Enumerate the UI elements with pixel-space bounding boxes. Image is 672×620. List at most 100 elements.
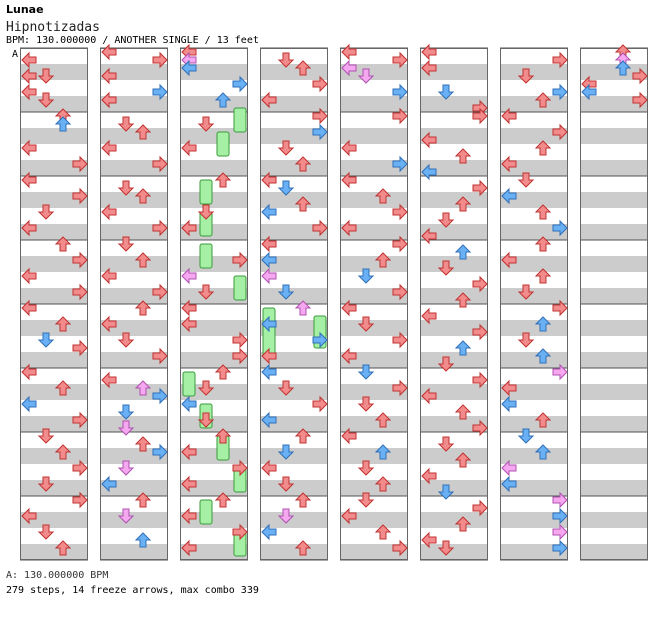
up-arrow-note <box>134 532 152 548</box>
right-arrow-note <box>552 507 568 525</box>
right-arrow-note <box>152 155 168 173</box>
beat-band <box>340 224 408 240</box>
left-arrow-note <box>341 427 357 445</box>
beat-band <box>20 544 88 560</box>
left-arrow-note <box>261 315 277 333</box>
down-arrow-note <box>437 436 455 452</box>
chart-column <box>20 47 88 561</box>
down-arrow-note <box>517 284 535 300</box>
up-arrow-note <box>294 300 312 316</box>
left-arrow-note <box>101 475 117 493</box>
beat-band <box>500 416 568 432</box>
beat-band <box>260 448 328 464</box>
down-arrow-note <box>117 116 135 132</box>
up-arrow-note <box>374 444 392 460</box>
beat-band <box>180 288 248 304</box>
left-arrow-note <box>21 395 37 413</box>
beat-band <box>100 160 168 176</box>
right-arrow-note <box>72 155 88 173</box>
up-arrow-note <box>454 196 472 212</box>
beat-band <box>180 192 248 208</box>
left-arrow-note <box>421 163 437 181</box>
beat-band <box>180 224 248 240</box>
left-arrow-note <box>101 91 117 109</box>
right-arrow-note <box>392 331 408 349</box>
up-arrow-note <box>214 364 232 380</box>
beat-band <box>260 320 328 336</box>
beat-band <box>580 128 648 144</box>
chart-column <box>340 47 408 561</box>
beat-band <box>100 128 168 144</box>
down-arrow-note <box>117 420 135 436</box>
left-arrow-note <box>101 371 117 389</box>
song-title: Hipnotizadas <box>6 20 100 35</box>
left-arrow-note <box>261 171 277 189</box>
right-arrow-note <box>472 275 488 293</box>
left-arrow-note <box>101 267 117 285</box>
beat-band <box>580 64 648 80</box>
beat-band <box>580 256 648 272</box>
right-arrow-note <box>232 459 248 477</box>
beat-band <box>340 128 408 144</box>
right-arrow-note <box>232 331 248 349</box>
left-arrow-note <box>21 267 37 285</box>
beat-band <box>420 320 488 336</box>
beat-band <box>180 320 248 336</box>
beat-band <box>420 352 488 368</box>
right-arrow-note <box>552 299 568 317</box>
beat-band <box>100 512 168 528</box>
up-arrow-note <box>454 340 472 356</box>
left-arrow-note <box>421 387 437 405</box>
beat-band <box>420 64 488 80</box>
right-arrow-note <box>392 51 408 69</box>
beat-band <box>260 384 328 400</box>
column-border <box>420 48 488 560</box>
down-arrow-note <box>277 508 295 524</box>
beat-band <box>500 480 568 496</box>
down-arrow-note <box>357 68 375 84</box>
left-arrow-note <box>181 299 197 317</box>
beat-band <box>20 416 88 432</box>
beat-band <box>420 256 488 272</box>
beat-band <box>100 384 168 400</box>
up-arrow-note <box>294 156 312 172</box>
up-arrow-note <box>54 380 72 396</box>
up-arrow-note <box>294 196 312 212</box>
right-arrow-note <box>552 523 568 541</box>
up-arrow-note <box>134 380 152 396</box>
beat-band <box>340 288 408 304</box>
right-arrow-note <box>392 83 408 101</box>
right-arrow-note <box>152 83 168 101</box>
right-arrow-note <box>72 491 88 509</box>
left-arrow-note <box>181 443 197 461</box>
beat-band <box>420 192 488 208</box>
beat-band <box>260 544 328 560</box>
beat-band <box>580 224 648 240</box>
column-border <box>20 48 88 560</box>
left-arrow-note <box>181 59 197 77</box>
down-arrow-note <box>117 236 135 252</box>
beat-band <box>420 288 488 304</box>
right-arrow-note <box>152 219 168 237</box>
down-arrow-note <box>277 52 295 68</box>
beat-band <box>580 384 648 400</box>
beat-band <box>20 352 88 368</box>
down-arrow-note <box>117 404 135 420</box>
left-arrow-note <box>181 139 197 157</box>
down-arrow-note <box>37 332 55 348</box>
beat-band <box>20 64 88 80</box>
right-arrow-note <box>472 323 488 341</box>
right-arrow-note <box>392 155 408 173</box>
up-arrow-note <box>534 412 552 428</box>
left-arrow-note <box>261 411 277 429</box>
beat-band <box>420 512 488 528</box>
up-arrow-note <box>614 60 632 76</box>
chart-column <box>420 47 488 561</box>
right-arrow-note <box>392 107 408 125</box>
right-arrow-note <box>152 443 168 461</box>
beat-band <box>580 288 648 304</box>
right-arrow-note <box>552 123 568 141</box>
down-arrow-note <box>197 204 215 220</box>
left-arrow-note <box>181 539 197 557</box>
left-arrow-note <box>261 235 277 253</box>
